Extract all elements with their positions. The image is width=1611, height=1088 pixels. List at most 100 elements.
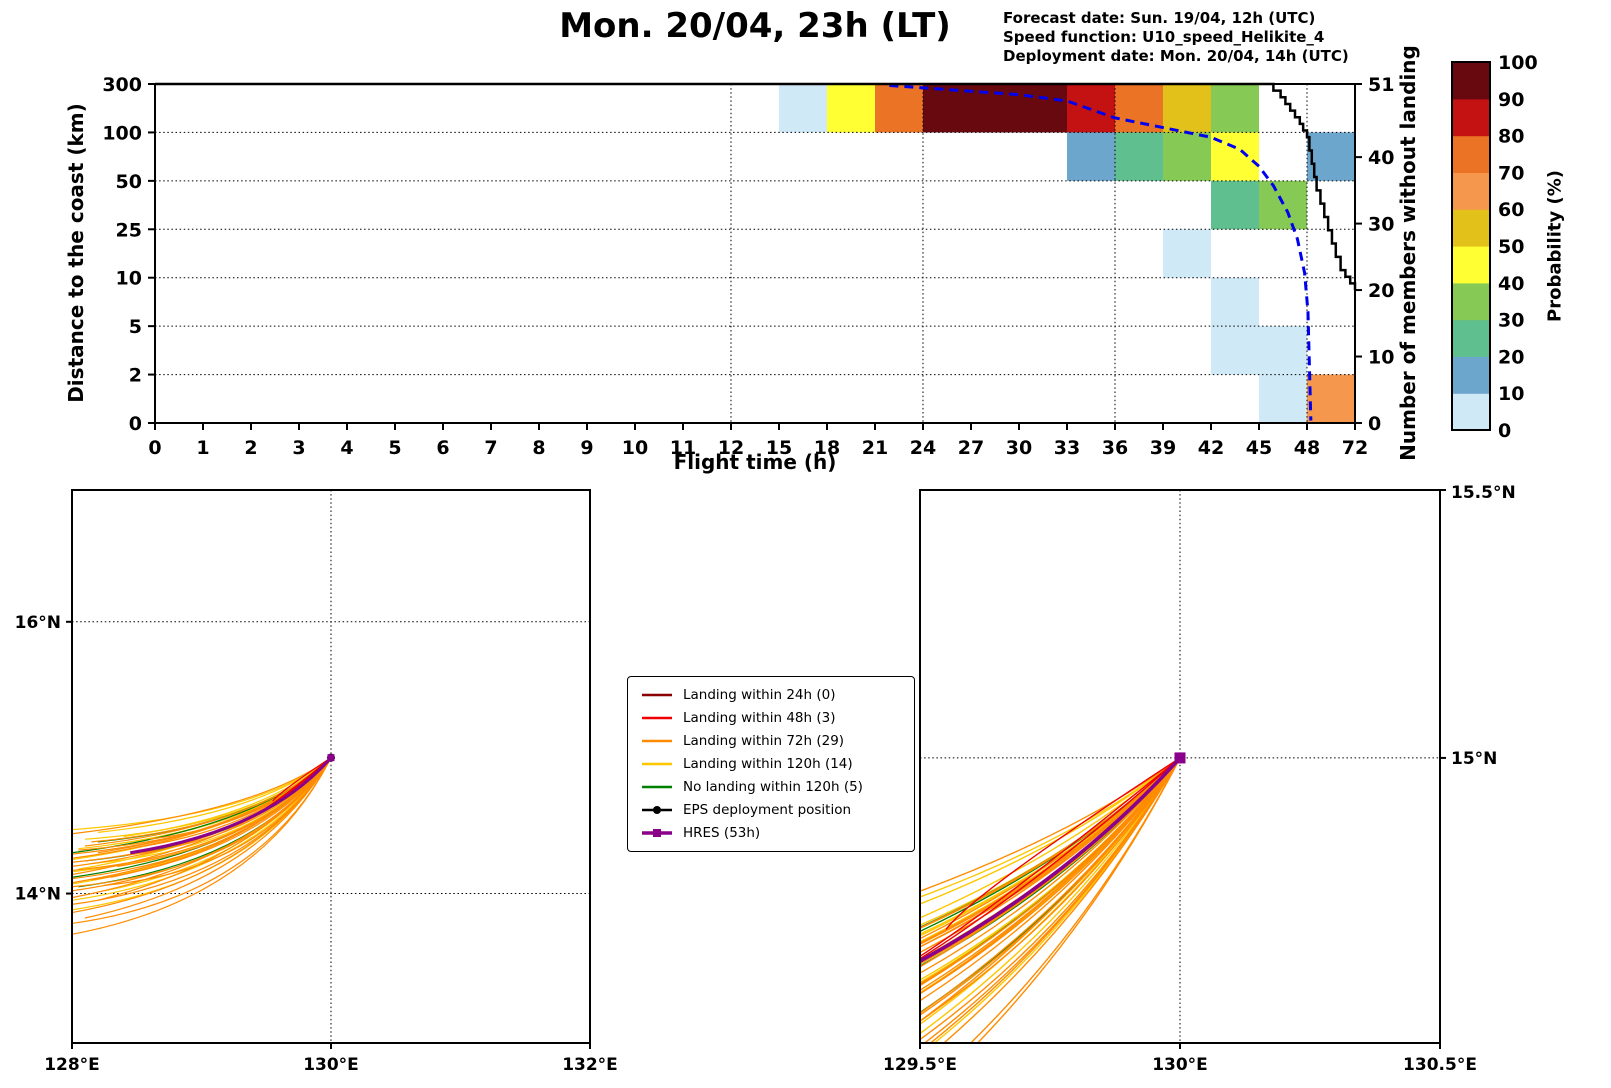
heatmap-cell	[1163, 132, 1211, 181]
map-x-tick-label: 129.5°E	[883, 1055, 957, 1075]
ensemble-trajectory	[920, 757, 1181, 1022]
legend-swatch-landing-120h	[642, 762, 672, 766]
colorbar-tick-label: 100	[1498, 52, 1538, 74]
x-tick-label: 72	[1342, 437, 1368, 459]
x-tick-label: 15	[766, 437, 792, 459]
map-x-tick-label: 130°E	[1152, 1055, 1208, 1075]
deployment-date-text: Deployment date: Mon. 20/04, 14h (UTC)	[1003, 47, 1349, 66]
legend-circle-marker	[653, 806, 661, 814]
map-x-tick-label: 132°E	[562, 1055, 618, 1075]
legend-swatch-landing-72h	[642, 739, 672, 743]
y-tick-label: 50	[116, 171, 142, 193]
ensemble-trajectory	[920, 757, 1181, 995]
map-y-tick-label: 16°N	[15, 613, 61, 633]
trajectory-map-wide: 128°E 130°E 132°E 16°N 14°N	[15, 489, 618, 1075]
ensemble-trajectory	[920, 757, 1181, 948]
ensemble-trajectory	[920, 757, 1181, 965]
heatmap-cell	[1259, 374, 1307, 423]
map-x-tick-label: 128°E	[44, 1055, 100, 1075]
x-tick-label: 12	[718, 437, 744, 459]
hres-marker	[327, 754, 335, 762]
forecast-metadata: Forecast date: Sun. 19/04, 12h (UTC) Spe…	[1003, 9, 1349, 67]
x-tick-label: 2	[244, 437, 257, 459]
right-tick-label: 20	[1368, 280, 1394, 302]
right-tick-label: 40	[1368, 147, 1394, 169]
ensemble-trajectory	[920, 757, 1181, 943]
colorbar-segment	[1452, 356, 1490, 394]
x-tick-label: 42	[1198, 437, 1224, 459]
colorbar-segment	[1452, 62, 1490, 100]
colorbar-segment	[1452, 246, 1490, 284]
right-tick-label: 51	[1368, 74, 1394, 96]
colorbar-tick-label: 90	[1498, 89, 1524, 111]
legend-item-landing-72h: Landing within 72h (29)	[640, 731, 902, 751]
x-tick-label: 3	[292, 437, 305, 459]
ensemble-trajectory	[920, 757, 1181, 1022]
heatmap-cell	[1211, 326, 1259, 375]
right-tick-label: 0	[1368, 413, 1381, 435]
ensemble-trajectory	[920, 757, 1181, 892]
heatmap-cell	[1115, 132, 1163, 181]
x-tick-label: 36	[1102, 437, 1128, 459]
colorbar-segment	[1452, 209, 1490, 247]
heatmap-cell	[1211, 180, 1259, 230]
colorbar-segment	[1452, 319, 1490, 357]
ensemble-trajectory	[272, 757, 332, 802]
heatmap-cell	[779, 84, 827, 133]
ensemble-trajectory	[920, 757, 1181, 1026]
heatmap-cell	[1067, 132, 1115, 181]
colorbar-tick-label: 60	[1498, 199, 1524, 221]
x-tick-label: 45	[1246, 437, 1272, 459]
y-tick-label: 300	[102, 74, 142, 96]
forecast-date-text: Forecast date: Sun. 19/04, 12h (UTC)	[1003, 9, 1316, 27]
ensemble-trajectory	[920, 757, 1181, 987]
legend-label: Landing within 24h (0)	[683, 687, 836, 703]
colorbar-segment	[1452, 393, 1490, 431]
colorbar-tick-label: 50	[1498, 236, 1524, 258]
heatmap-xlabel: Flight time (h)	[673, 450, 837, 474]
ensemble-trajectory	[920, 757, 1181, 944]
legend-swatch-hres	[642, 829, 672, 837]
right-tick-label: 30	[1368, 214, 1394, 236]
heatmap-cell	[1259, 180, 1307, 230]
ensemble-trajectory	[945, 757, 1181, 930]
heatmap-cell	[1115, 84, 1163, 133]
y-tick-label: 25	[116, 219, 142, 241]
x-tick-label: 21	[862, 437, 888, 459]
map-y-tick-label: 14°N	[15, 885, 61, 905]
x-tick-label: 33	[1054, 437, 1080, 459]
x-tick-label: 10	[622, 437, 648, 459]
ensemble-trajectory	[920, 757, 1181, 1035]
y-tick-label: 100	[102, 122, 142, 144]
speed-function-text: Speed function: U10_speed_Helikite_4	[1003, 28, 1325, 47]
legend-item-landing-120h: Landing within 120h (14)	[640, 754, 902, 774]
ensemble-trajectory	[920, 757, 1181, 1014]
colorbar-tick-label: 40	[1498, 273, 1524, 295]
x-tick-label: 4	[340, 437, 353, 459]
ensemble-trajectory	[920, 757, 1181, 960]
heatmap-cell	[1163, 229, 1211, 278]
x-tick-label: 39	[1150, 437, 1176, 459]
legend-swatch-landing-24h	[642, 693, 672, 697]
trajectory-maps: 128°E 130°E 132°E 16°N 14°N 129.5°E 130°E 130.5…	[15, 483, 1516, 1075]
x-tick-label: 11	[670, 437, 696, 459]
legend-label: Landing within 48h (3)	[683, 710, 836, 726]
ensemble-trajectory	[91, 757, 332, 881]
heatmap-cell	[1019, 84, 1067, 133]
legend-label: No landing within 120h (5)	[683, 779, 863, 795]
heatmap-cell	[875, 84, 923, 133]
x-tick-label: 7	[484, 437, 497, 459]
ensemble-trajectory	[920, 757, 1181, 929]
map-y-tick-label: 15°N	[1451, 749, 1497, 769]
colorbar-tick-label: 20	[1498, 346, 1524, 368]
ensemble-trajectory	[84, 757, 332, 919]
heatmap-cell	[1211, 84, 1259, 133]
legend-item-eps-deployment: EPS deployment position	[640, 800, 902, 820]
ensemble-trajectory	[72, 757, 332, 888]
ensemble-trajectory	[920, 757, 1181, 958]
colorbar-tick-label: 80	[1498, 126, 1524, 148]
legend-label: HRES (53h)	[683, 825, 761, 841]
legend-label: Landing within 120h (14)	[683, 756, 853, 772]
colorbar-segment	[1452, 282, 1490, 321]
